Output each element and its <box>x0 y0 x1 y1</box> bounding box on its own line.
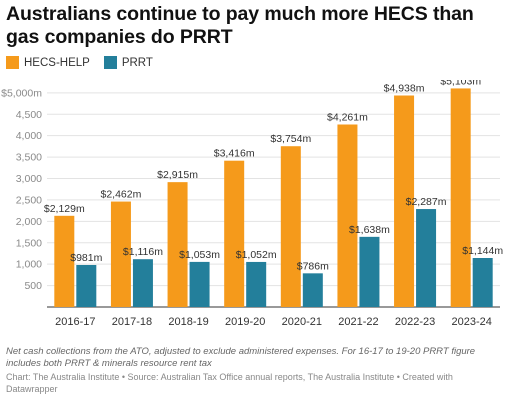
y-tick-label: 1,000 <box>16 259 42 271</box>
data-label-hecs: $2,129m <box>44 203 85 215</box>
legend-item-prrt: PRRT <box>103 56 153 69</box>
bar-chart: 500 1,000 1,500 2,000 2,500 3,000 3,500 4,000 4,… <box>1 80 503 328</box>
chart-source: Chart: The Australia Institute • Source:… <box>6 372 453 394</box>
data-label-hecs: $4,938m <box>384 83 425 95</box>
bar-hecs <box>450 88 471 307</box>
bar-hecs <box>54 215 75 307</box>
x-tick-label: 2016-17 <box>55 316 95 328</box>
legend-item-hecs: HECS-HELP <box>6 56 90 69</box>
data-label-prrt: $786m <box>297 260 329 272</box>
data-label-hecs: $3,754m <box>270 133 311 145</box>
data-label-hecs: $5,103m <box>440 80 481 87</box>
x-tick-label: 2019-20 <box>225 316 265 328</box>
bar-prrt <box>246 261 267 307</box>
y-tick-label: 4,000 <box>16 130 42 142</box>
bar-hecs <box>167 182 188 307</box>
x-tick-label: 2023-24 <box>452 316 492 328</box>
y-tick-label: 3,000 <box>16 173 42 185</box>
data-label-prrt: $1,052m <box>236 249 277 261</box>
y-tick-label: 2,500 <box>16 194 42 206</box>
bar-hecs <box>337 124 358 307</box>
data-label-hecs: $3,416m <box>214 148 255 160</box>
data-label-prrt: $1,116m <box>123 246 163 258</box>
chart-title: Australians continue to pay much more HE… <box>6 3 474 48</box>
bar-prrt <box>189 261 210 307</box>
data-label-prrt: $981m <box>70 252 102 264</box>
legend-label-hecs: HECS-HELP <box>24 56 90 69</box>
data-label-prrt: $2,287m <box>406 196 447 208</box>
bar-prrt <box>472 258 493 307</box>
bar-hecs <box>394 95 415 307</box>
bar-hecs <box>110 201 131 307</box>
legend: HECS-HELP PRRT <box>6 56 153 69</box>
bar-hecs <box>280 146 301 307</box>
legend-swatch-hecs <box>6 56 19 69</box>
bar-prrt <box>302 273 323 307</box>
y-tick-label: 2,000 <box>16 216 42 228</box>
y-tick-label: 1,500 <box>16 237 42 249</box>
data-label-prrt: $1,638m <box>349 224 390 236</box>
y-tick-label: 4,500 <box>16 109 42 121</box>
data-label-hecs: $2,915m <box>157 169 198 181</box>
data-label-prrt: $1,053m <box>179 249 220 261</box>
x-tick-label: 2017-18 <box>112 316 152 328</box>
x-tick-label: 2022-23 <box>395 316 435 328</box>
x-tick-label: 2018-19 <box>168 316 208 328</box>
y-tick-label: $5,000m <box>1 87 42 99</box>
bar-prrt <box>359 236 380 307</box>
legend-label-prrt: PRRT <box>121 56 153 69</box>
data-label-prrt: $1,144m <box>462 245 503 257</box>
y-tick-label: 3,500 <box>16 152 42 164</box>
x-tick-label: 2021-22 <box>338 316 378 328</box>
bar-prrt <box>132 259 153 307</box>
y-tick-label: 500 <box>24 280 42 292</box>
legend-swatch-prrt <box>103 56 117 69</box>
chart-notes: Net cash collections from the ATO, adjus… <box>6 346 476 369</box>
x-tick-label: 2020-21 <box>282 316 322 328</box>
data-label-hecs: $2,462m <box>101 189 142 201</box>
bar-prrt <box>416 209 437 307</box>
bar-prrt <box>76 264 97 307</box>
data-label-hecs: $4,261m <box>327 112 368 124</box>
bar-hecs <box>224 160 245 307</box>
